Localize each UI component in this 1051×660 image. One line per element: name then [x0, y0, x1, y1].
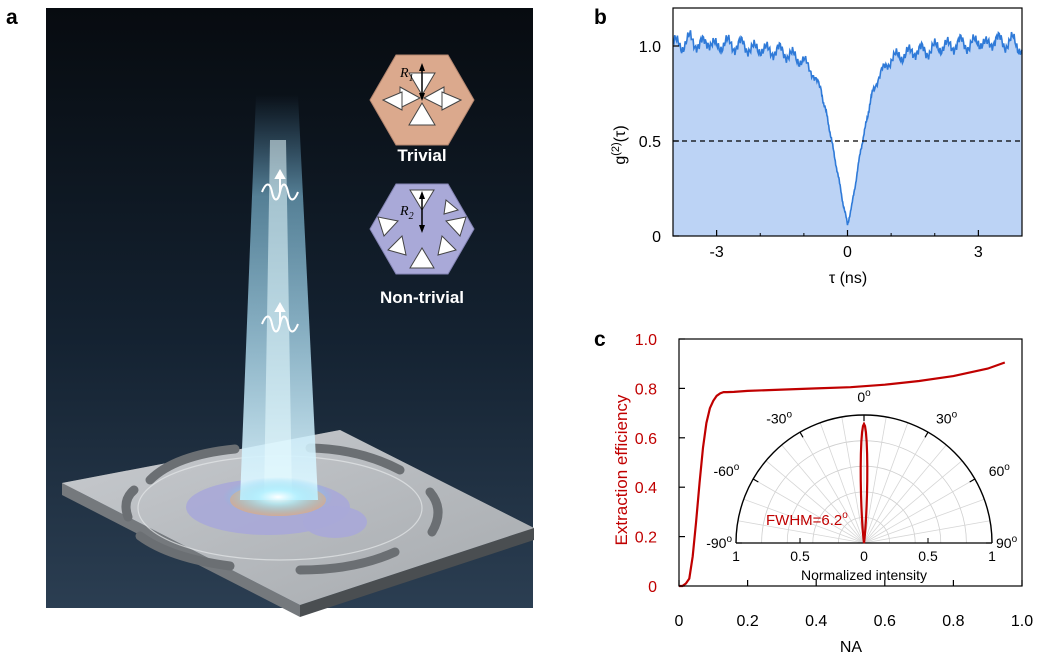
chart-b-ytick-label: 1.0 — [639, 39, 661, 56]
chart-b-line — [672, 30, 1023, 226]
chart-c-ytick-label: 1.0 — [635, 332, 657, 349]
polar-grid-spoke — [863, 478, 976, 544]
chart-b-xlabel: τ (ns) — [829, 270, 867, 287]
polar-angle-label: 0o — [857, 388, 871, 405]
chart-b-xtick-label: 0 — [843, 244, 852, 261]
polar-radial-label: 0 — [860, 548, 868, 564]
polar-grid-spoke — [863, 422, 909, 544]
polar-grid-spoke — [752, 478, 865, 544]
nontrivial-radius-label: R2 — [399, 204, 414, 222]
chart-b-area — [673, 30, 1022, 236]
chart-c-ytick-label: 0.8 — [635, 381, 657, 398]
chart-c-xtick-label: 0.4 — [805, 613, 827, 630]
polar-grid-spoke — [863, 431, 929, 544]
panel-b-label: b — [594, 6, 607, 29]
polar-grid-spoke — [765, 460, 865, 544]
polar-grid-spoke — [781, 444, 865, 544]
trivial-unit-cell: R1 — [369, 54, 475, 146]
emitter-glow — [223, 477, 333, 517]
chip-right-side — [300, 528, 534, 617]
polar-angle-label: -30o — [766, 409, 792, 426]
chart-c-ytick-label: 0.6 — [635, 431, 657, 448]
ring-trenches — [121, 443, 443, 575]
chart-b-ticks: -3 0 3 0 0.5 1.0 — [639, 39, 1023, 261]
chart-b-xtick-label: -3 — [710, 244, 724, 261]
polar-radial-label: 0.5 — [790, 548, 810, 564]
chart-b-ytick-label: 0 — [652, 229, 661, 246]
chart-c-ticks: 0 0.2 0.4 0.6 0.8 1.0 0 0.2 0.4 0.6 0.8 1.0 — [635, 332, 1033, 630]
chart-c-ytick-label: 0 — [648, 579, 657, 596]
polar-grid-spoke — [863, 444, 947, 544]
nontrivial-label: Non-trivial — [380, 288, 464, 307]
panel-c-label: c — [594, 328, 606, 351]
polar-angle-label: 90o — [996, 534, 1018, 551]
polar-angle-label: -60o — [713, 462, 739, 479]
panel-a-illustration: R1 Trivial R2 Non-trivial — [46, 8, 534, 617]
nontrivial-domain-lobe — [303, 506, 367, 538]
chart-b-ylabel: g(2)(τ) — [610, 125, 629, 164]
light-beam-core — [264, 140, 292, 498]
polar-emission-lobe — [859, 421, 869, 544]
polar-angle-label: 60o — [989, 462, 1011, 479]
trivial-radius-label: R1 — [399, 66, 414, 84]
chip-front-side — [62, 483, 300, 617]
chart-b-xtick-label: 3 — [974, 244, 983, 261]
photon-icon — [261, 168, 299, 201]
chart-c-xtick-label: 0.8 — [942, 613, 964, 630]
nontrivial-unit-cell: R2 — [369, 183, 475, 275]
polar-angle-tick — [924, 431, 929, 438]
chart-c-xtick-label: 0 — [675, 613, 684, 630]
polar-angle-label: -90o — [706, 534, 732, 551]
polar-grid-spoke — [799, 431, 865, 544]
chart-b: -3 0 3 0 0.5 1.0 g(2)(τ) τ (ns) — [610, 7, 1023, 287]
photon-icon — [261, 301, 299, 333]
chart-c-ytick-label: 0.2 — [635, 530, 657, 547]
chart-c-ylabel: Extraction efficiency — [612, 394, 631, 545]
chart-c-ytick-label: 0.4 — [635, 480, 657, 497]
chart-c-line — [679, 361, 1006, 588]
polar-grid-spoke — [743, 498, 865, 544]
chart-c-xtick-label: 0.6 — [874, 613, 896, 630]
polar-angle-tick — [969, 478, 976, 483]
polar-angle-label: 30o — [936, 409, 958, 426]
polar-radial-label: 1 — [988, 548, 996, 564]
polar-grid-spoke — [863, 498, 985, 544]
chart-c-xtick-label: 1.0 — [1011, 613, 1033, 630]
polar-grid-spoke — [863, 520, 991, 544]
polar-grid-spoke — [819, 422, 865, 544]
polar-radial-label: 0.5 — [918, 548, 938, 564]
trivial-label: Trivial — [397, 146, 446, 165]
chart-c-frame — [678, 338, 1023, 587]
polar-angle-tick — [752, 478, 759, 483]
chart-c-xlabel: NA — [840, 639, 863, 656]
polar-radial-label: 1 — [732, 548, 740, 564]
chart-b-ytick-label: 0.5 — [639, 134, 661, 151]
polar-grid-spoke — [737, 520, 865, 544]
chart-c-xtick-label: 0.2 — [736, 613, 758, 630]
polar-grid-spoke — [841, 416, 865, 544]
polar-inset-xlabel: Normalized intensity — [801, 567, 927, 583]
fwhm-annotation: FWHM=6.2o — [766, 510, 848, 529]
polar-angle-tick — [799, 431, 804, 438]
panel-a-label: a — [6, 6, 18, 29]
polar-grid-spoke — [863, 416, 887, 544]
polar-grid-spoke — [863, 460, 963, 544]
